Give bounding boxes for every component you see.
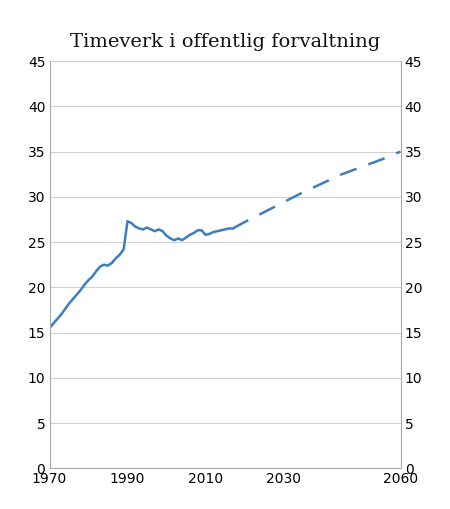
Title: Timeverk i offentlig forvaltning: Timeverk i offentlig forvaltning [70, 33, 380, 51]
